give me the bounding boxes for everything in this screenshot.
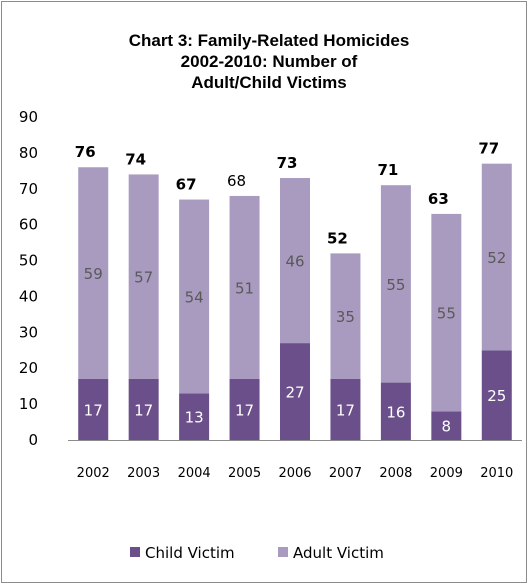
data-label-total: 52 (327, 229, 348, 247)
x-tick-label: 2003 (127, 466, 160, 481)
bar-child-victim (431, 411, 462, 440)
y-tick-label: 0 (28, 431, 38, 449)
data-label-total: 68 (227, 172, 246, 190)
y-tick-label: 40 (19, 287, 38, 305)
bar-adult-victim (380, 185, 411, 383)
y-tick-label: 70 (19, 180, 38, 198)
y-tick-label: 60 (19, 216, 38, 234)
data-label-adult: 46 (285, 253, 304, 271)
data-label-adult: 55 (386, 276, 405, 294)
data-label-total: 73 (277, 154, 298, 172)
data-label-adult: 52 (487, 249, 506, 267)
data-label-total: 76 (75, 143, 96, 161)
data-label-total: 77 (478, 140, 499, 158)
legend: Child Victim Adult Victim (130, 544, 384, 562)
data-label-child: 25 (487, 387, 506, 405)
data-label-child: 27 (285, 384, 304, 402)
data-label-adult: 35 (336, 308, 355, 326)
x-tick-label: 2006 (278, 466, 311, 481)
bar-child-victim (179, 393, 210, 440)
y-tick-label: 20 (19, 359, 38, 377)
bar-child-victim (128, 378, 159, 440)
bar-adult-victim (280, 178, 310, 344)
legend-swatch (278, 547, 288, 557)
data-label-adult: 51 (235, 279, 254, 297)
bar-adult-victim (330, 253, 361, 379)
y-tick-label: 10 (19, 395, 38, 413)
data-label-adult: 55 (437, 305, 456, 323)
x-axis: 2002 2003 2004 2005 2006 2007 2008 2009 2010 (68, 440, 522, 481)
bar-child-victim (380, 382, 411, 440)
data-label-total: 67 (176, 176, 197, 194)
bar-adult-victim (128, 174, 159, 379)
y-tick-label: 90 (19, 108, 38, 126)
bar-child-victim (229, 378, 260, 440)
x-tick-label: 2004 (178, 466, 211, 481)
bar-child-victim (78, 378, 109, 440)
y-tick-label: 50 (19, 252, 38, 270)
data-label-total: 63 (428, 190, 449, 208)
data-label-total: 71 (377, 161, 398, 179)
bar-child-victim (481, 350, 512, 440)
data-label-child: 16 (386, 403, 405, 421)
x-tick-label: 2002 (77, 466, 110, 481)
y-tick-label: 30 (19, 323, 38, 341)
data-label-child: 17 (134, 401, 153, 419)
data-label-total: 74 (125, 150, 146, 168)
chart-title: Chart 3: Family-Related Homicides 2002-20… (129, 31, 410, 92)
bar-child-victim (330, 378, 361, 440)
bar-child-victim (280, 343, 310, 440)
data-label-child: 8 (442, 418, 452, 436)
legend-label: Adult Victim (293, 544, 384, 562)
data-label-child: 17 (84, 401, 103, 419)
data-label-adult: 59 (84, 265, 103, 283)
bar-adult-victim (179, 199, 210, 394)
legend-label: Child Victim (145, 544, 235, 562)
data-label-adult: 54 (185, 288, 204, 306)
data-label-child: 17 (235, 401, 254, 419)
y-tick-label: 80 (19, 144, 38, 162)
x-tick-label: 2009 (430, 466, 463, 481)
bar-adult-victim (431, 213, 462, 412)
bar-adult-victim (229, 195, 260, 379)
chart-title-line: Chart 3: Family-Related Homicides (129, 31, 410, 50)
bar-adult-victim (78, 167, 109, 379)
bars: 17 59 76 17 57 74 13 54 67 17 51 68 27 46 73 17 35 52 16 55… (75, 140, 512, 440)
chart-title-line: Adult/Child Victims (191, 73, 347, 92)
data-label-adult: 57 (134, 269, 153, 287)
legend-swatch (130, 547, 140, 557)
x-tick-label: 2008 (379, 466, 412, 481)
x-tick-label: 2007 (329, 466, 362, 481)
data-label-child: 13 (185, 409, 204, 427)
chart-title-line: 2002-2010: Number of (181, 52, 358, 71)
y-axis: 0 10 20 30 40 50 60 70 80 90 (19, 108, 38, 449)
data-label-child: 17 (336, 401, 355, 419)
bar-adult-victim (481, 163, 512, 351)
x-tick-label: 2005 (228, 466, 261, 481)
x-tick-label: 2010 (480, 466, 513, 481)
